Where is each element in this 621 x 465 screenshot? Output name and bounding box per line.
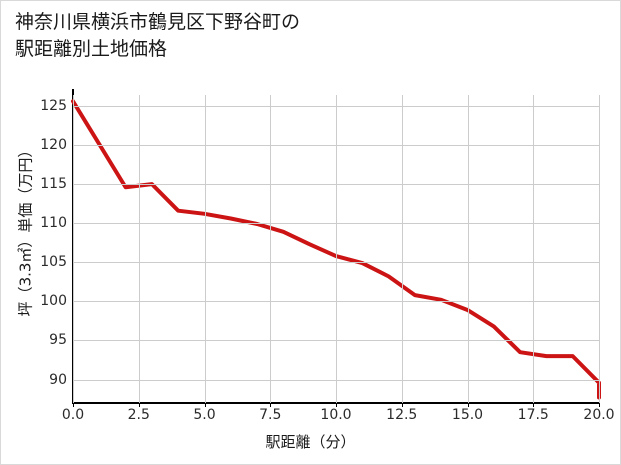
x-tick-label: 20.0 <box>583 407 615 423</box>
y-axis-tick-labels: 90 95 100 105 110 115 120 125 <box>23 95 67 403</box>
gridline-vertical <box>336 95 337 403</box>
gridline-vertical <box>138 95 140 403</box>
gridline-vertical <box>270 95 272 403</box>
x-axis-tick-labels: 0.0 2.5 5.0 7.5 10.0 12.5 15.0 17.5 20.0 <box>62 402 615 427</box>
gridline-vertical <box>401 95 403 403</box>
x-tick-mark <box>270 402 272 407</box>
y-tick-label: 110 <box>40 215 67 232</box>
gridline-vertical <box>533 95 535 403</box>
x-tick-label: 17.5 <box>517 407 549 423</box>
x-tick-mark <box>204 402 206 407</box>
x-tick-label: 5.0 <box>193 407 216 423</box>
x-tick-label: 0.0 <box>61 407 85 423</box>
y-tick-label: 95 <box>49 332 67 349</box>
plot-area <box>71 95 601 403</box>
x-tick-mark <box>336 402 337 407</box>
x-tick-label: 15.0 <box>451 407 484 423</box>
gridline-vertical <box>204 95 206 403</box>
gridline-vertical <box>467 95 469 403</box>
y-tick-label: 100 <box>40 293 67 310</box>
x-tick-label: 12.5 <box>386 407 418 423</box>
x-tick-label: 7.5 <box>259 407 282 423</box>
y-tick-label: 115 <box>40 176 67 193</box>
y-axis-label: 坪（3.3㎡）単価（万円） <box>16 142 35 317</box>
x-tick-mark <box>533 402 535 407</box>
x-tick-mark <box>73 402 74 407</box>
y-tick-label: 90 <box>49 371 67 388</box>
x-tick-mark <box>401 402 403 407</box>
gridline-vertical <box>599 95 600 403</box>
x-tick-mark <box>467 402 469 407</box>
gridline-vertical <box>73 95 74 403</box>
x-tick-label: 10.0 <box>320 407 352 423</box>
chart-title: 神奈川県横浜市鶴見区下野谷町の 駅距離別土地価格 <box>15 11 301 60</box>
x-tick-label: 2.5 <box>127 407 150 423</box>
x-tick-mark <box>599 402 600 407</box>
y-tick-label: 120 <box>40 137 67 154</box>
y-tick-label: 105 <box>40 254 67 271</box>
y-tick-label: 125 <box>40 97 67 114</box>
x-tick-mark <box>138 402 140 407</box>
x-axis-label: 駅距離（分） <box>265 433 356 451</box>
